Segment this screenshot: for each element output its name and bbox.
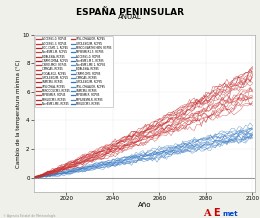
Text: A: A xyxy=(203,209,210,218)
Text: ESPAÑA PENINSULAR: ESPAÑA PENINSULAR xyxy=(76,8,184,17)
Text: ANUAL: ANUAL xyxy=(118,14,142,20)
Text: E: E xyxy=(213,208,220,218)
Text: © Agencia Estatal de Meteorología: © Agencia Estatal de Meteorología xyxy=(3,214,55,218)
Y-axis label: Cambio de la temperatura mínima (°C): Cambio de la temperatura mínima (°C) xyxy=(16,59,21,168)
Legend: ACCESS1-0, RCP45, ACCESS1-3, RCP45, BCC-CSM1.1, RCP45, NorESM1-M, RCP45, BDALESI: ACCESS1-0, RCP45, ACCESS1-3, RCP45, BCC-… xyxy=(35,36,113,107)
X-axis label: Año: Año xyxy=(138,202,151,208)
Text: met: met xyxy=(222,211,238,217)
